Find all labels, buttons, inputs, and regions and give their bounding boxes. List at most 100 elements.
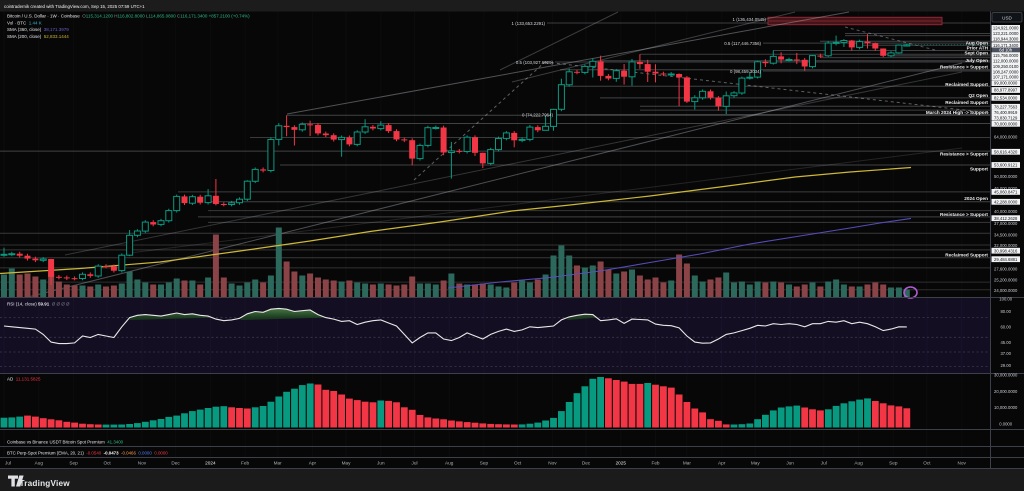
svg-text:10,000.0000: 10,000.0000 [994, 405, 1018, 410]
svg-text:0.5 (103,927.6929): 0.5 (103,927.6929) [516, 60, 554, 65]
svg-text:Aug: Aug [445, 460, 454, 465]
svg-text:Jul: Jul [821, 460, 827, 465]
svg-text:115,756.0000: 115,756.0000 [993, 53, 1019, 58]
svg-text:53,600.9121: 53,600.9121 [994, 163, 1018, 168]
svg-text:Oct: Oct [923, 460, 931, 465]
svg-text:50,000.0000: 50,000.0000 [994, 174, 1018, 179]
svg-text:30,998.4316: 30,998.4316 [994, 248, 1018, 253]
svg-text:76,400.9919: 76,400.9919 [994, 110, 1018, 115]
svg-text:109,250.0100: 109,250.0100 [993, 64, 1019, 69]
svg-text:May: May [342, 460, 352, 465]
svg-text:Sep: Sep [69, 460, 78, 465]
svg-text:Nov: Nov [958, 460, 967, 465]
svg-text:Reclaimed Support: Reclaimed Support [945, 253, 988, 258]
svg-text:45.00: 45.00 [1000, 340, 1011, 345]
svg-text:29.00: 29.00 [1000, 363, 1011, 368]
svg-text:TradingView: TradingView [20, 479, 71, 488]
svg-text:Resistance > Support: Resistance > Support [940, 212, 988, 217]
svg-text:45,060.8471: 45,060.8471 [994, 190, 1018, 195]
svg-text:Vol · BTC 1.44 K: Vol · BTC 1.44 K [7, 20, 42, 25]
svg-text:107,171.0000: 107,171.0000 [993, 75, 1019, 80]
svg-text:2024 Open: 2024 Open [964, 196, 988, 201]
svg-text:64,000.0000: 64,000.0000 [994, 135, 1018, 140]
svg-text:SMA (200, close) 52,833.1444: SMA (200, close) 52,833.1444 [7, 34, 69, 39]
svg-text:Dec: Dec [582, 460, 591, 465]
svg-text:Aug: Aug [35, 460, 44, 465]
svg-text:July Open: July Open [965, 58, 988, 63]
svg-text:Jun: Jun [377, 460, 385, 465]
svg-text:0.0000: 0.0000 [999, 422, 1012, 427]
svg-text:Oct: Oct [103, 460, 111, 465]
svg-text:78,227.7563: 78,227.7563 [994, 104, 1018, 109]
svg-text:37,000.0000: 37,000.0000 [994, 221, 1018, 226]
svg-text:6d 10h: 6d 10h [999, 48, 1012, 53]
svg-text:Reclaimed Support: Reclaimed Support [945, 100, 988, 105]
svg-text:Bitcoin / U.S. Dollar · 1W · C: Bitcoin / U.S. Dollar · 1W · Coinbase O1… [7, 14, 250, 19]
svg-text:116,171.3400: 116,171.3400 [993, 43, 1019, 48]
svg-text:108,247.0000: 108,247.0000 [993, 69, 1019, 74]
svg-text:40,000.0000: 40,000.0000 [994, 209, 1018, 214]
svg-text:Mar: Mar [274, 460, 283, 465]
svg-text:99,000.0000: 99,000.0000 [994, 81, 1018, 86]
svg-text:34,500.0000: 34,500.0000 [994, 232, 1018, 237]
svg-text:73,830.7129: 73,830.7129 [994, 115, 1018, 120]
svg-text:24,000.0000: 24,000.0000 [994, 288, 1018, 293]
svg-text:RSI (14, close) 59.91 Ø Ø Ø Ø: RSI (14, close) 59.91 Ø Ø Ø Ø [7, 302, 70, 307]
svg-text:1 (133,653.2291): 1 (133,653.2291) [512, 21, 546, 26]
svg-text:cointradernik created with Tra: cointradernik created with TradingView.c… [4, 4, 145, 9]
svg-text:Aug Open: Aug Open [966, 40, 989, 45]
svg-text:2025: 2025 [616, 460, 627, 465]
svg-text:124,921.0000: 124,921.0000 [993, 26, 1019, 31]
svg-text:82,534.0000: 82,534.0000 [994, 95, 1018, 100]
svg-text:USD: USD [1002, 15, 1012, 20]
svg-text:30,000.0000: 30,000.0000 [994, 372, 1018, 377]
svg-text:Mar: Mar [683, 460, 692, 465]
svg-text:60.00: 60.00 [1000, 324, 1011, 329]
svg-text:Nov: Nov [548, 460, 557, 465]
svg-text:Coinbase vs Binance USDT Bitco: Coinbase vs Binance USDT Bitcoin Spot Pr… [7, 440, 124, 445]
svg-text:Resistance > Support: Resistance > Support [940, 152, 988, 157]
svg-text:Resistance > Support: Resistance > Support [940, 64, 988, 69]
svg-text:Aug: Aug [854, 460, 863, 465]
svg-text:27,600.0000: 27,600.0000 [994, 267, 1018, 272]
svg-text:42,288.0000: 42,288.0000 [994, 199, 1018, 204]
svg-text:BTC Perp-Spot Premium (EMA, 20: BTC Perp-Spot Premium (EMA, 20, 21) -0.0… [7, 450, 168, 455]
svg-text:May: May [751, 460, 761, 465]
svg-text:Feb: Feb [651, 460, 659, 465]
svg-text:32,000.0000: 32,000.0000 [994, 243, 1018, 248]
svg-text:46,000.0000: 46,000.0000 [994, 186, 1018, 191]
svg-text:Jul: Jul [5, 460, 11, 465]
svg-text:100.00: 100.00 [999, 297, 1012, 302]
svg-text:58,616.4320: 58,616.4320 [994, 149, 1018, 154]
svg-text:38,412.2628: 38,412.2628 [994, 216, 1018, 221]
svg-text:37.00: 37.00 [1000, 351, 1011, 356]
svg-text:Jun: Jun [786, 460, 794, 465]
svg-text:Nov: Nov [138, 460, 147, 465]
svg-text:Support: Support [970, 167, 988, 172]
svg-text:Sept Open: Sept Open [965, 50, 989, 55]
svg-text:118,944.3000: 118,944.3000 [993, 36, 1019, 41]
svg-text:Sep: Sep [889, 460, 898, 465]
svg-text:0.5 (117,446.7356): 0.5 (117,446.7356) [724, 41, 761, 46]
svg-text:112,000.0000: 112,000.0000 [993, 58, 1019, 63]
svg-text:Dec: Dec [171, 460, 180, 465]
svg-text:Jul: Jul [412, 460, 418, 465]
svg-text:AD 11,131.5825: AD 11,131.5825 [7, 377, 41, 382]
svg-text:March 2024 High -> Support: March 2024 High -> Support [926, 110, 989, 115]
svg-text:70,000.0000: 70,000.0000 [994, 121, 1018, 126]
svg-text:SMA (360, close) 38,171.3979: SMA (360, close) 38,171.3979 [7, 27, 69, 32]
svg-text:Reclaimed Support: Reclaimed Support [945, 82, 988, 87]
svg-text:20,000.0000: 20,000.0000 [994, 389, 1018, 394]
svg-text:80.00: 80.00 [1000, 309, 1011, 314]
svg-text:88,977.8997: 88,977.8997 [994, 88, 1018, 93]
svg-text:Prior ATH: Prior ATH [967, 45, 989, 50]
svg-text:Apr: Apr [718, 460, 726, 465]
svg-text:0 (98,459.3034): 0 (98,459.3034) [730, 69, 762, 74]
svg-text:2024: 2024 [205, 460, 216, 465]
svg-text:123,221.0000: 123,221.0000 [993, 31, 1019, 36]
svg-text:25,200.0000: 25,200.0000 [994, 277, 1018, 282]
svg-text:Oct: Oct [514, 460, 522, 465]
svg-text:29,484.6881: 29,484.6881 [994, 257, 1018, 262]
svg-text:Apr: Apr [309, 460, 317, 465]
svg-text:1 (136,434.0545): 1 (136,434.0545) [733, 17, 767, 22]
